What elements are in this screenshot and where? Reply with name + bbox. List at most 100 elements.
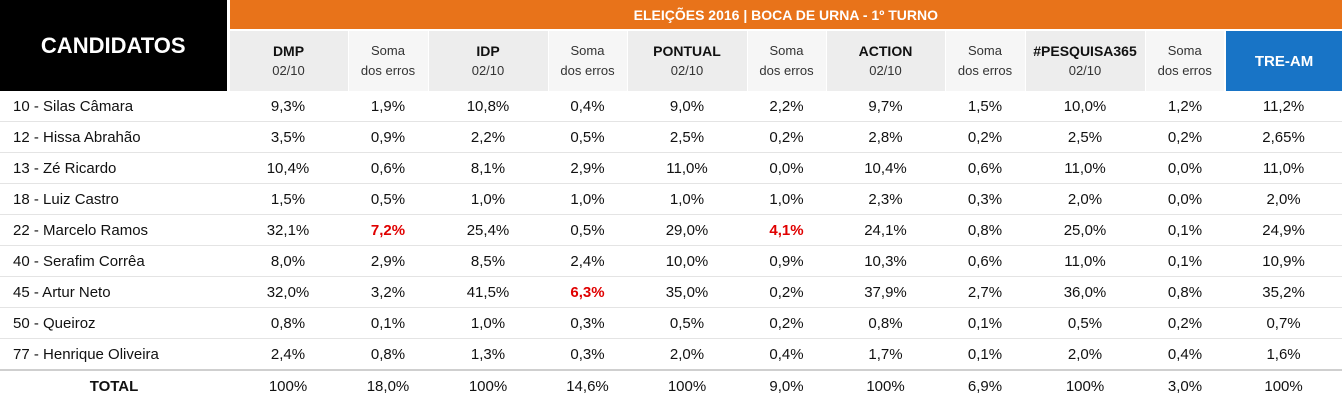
value-cell: 1,0% (627, 183, 747, 215)
institute-name: ACTION (858, 43, 913, 59)
total-row: TOTAL 100% 18,0% 100% 14,6% 100% 9,0% 100% 6,9% 1… (0, 369, 1342, 402)
table-row: 18 - Luiz Castro 1,5% 0,5% 1,0% 1,0% 1,0% 1,0%… (0, 183, 1342, 215)
value-cell: 10,0% (1025, 91, 1145, 122)
value-cell: 0,8% (228, 307, 348, 339)
institute-date: 02/10 (272, 63, 305, 78)
table-row: 50 - Queiroz 0,8% 0,1% 1,0% 0,3% 0,5% 0,2% 0,8%… (0, 307, 1342, 339)
value-cell: 0,3% (548, 338, 627, 371)
value-cell: 10,0% (627, 245, 747, 277)
value-cell: 1,0% (747, 183, 826, 215)
value-cell: 10,3% (826, 245, 945, 277)
value-cell: 2,9% (548, 152, 627, 184)
value-cell: 0,9% (747, 245, 826, 277)
value-cell: 9,0% (627, 91, 747, 122)
total-value-cell: 18,0% (348, 369, 428, 402)
value-cell: 0,0% (1145, 152, 1225, 184)
value-cell: 8,1% (428, 152, 548, 184)
value-cell: 2,7% (945, 276, 1025, 308)
table-row: 40 - Serafim Corrêa 8,0% 2,9% 8,5% 2,4% 10,0%… (0, 245, 1342, 277)
value-cell: 32,1% (228, 214, 348, 246)
value-cell: 25,4% (428, 214, 548, 246)
institute-date: 02/10 (471, 63, 505, 78)
value-cell: 0,4% (1145, 338, 1225, 371)
institute-date: 02/10 (670, 63, 704, 78)
value-cell: 2,5% (1025, 121, 1145, 153)
value-cell: 35,0% (627, 276, 747, 308)
value-cell: 9,7% (826, 91, 945, 122)
value-cell: 0,8% (945, 214, 1025, 246)
institute-date: 02/10 (1068, 63, 1102, 78)
value-cell: 0,4% (548, 91, 627, 122)
value-cell: 0,6% (945, 245, 1025, 277)
institute-header-pontual: PONTUAL 02/10 (626, 30, 747, 91)
soma-header-line1: Soma (371, 43, 405, 58)
value-cell: 10,4% (228, 152, 348, 184)
value-cell: 0,5% (548, 214, 627, 246)
value-cell: 10,4% (826, 152, 945, 184)
value-cell: 3,2% (348, 276, 428, 308)
value-cell: 1,0% (548, 183, 627, 215)
value-cell: 0,2% (747, 307, 826, 339)
value-cell: 1,5% (228, 183, 348, 215)
value-cell: 0,1% (945, 338, 1025, 371)
soma-header: Soma dos erros (347, 30, 428, 91)
value-cell: 35,2% (1225, 276, 1342, 308)
value-cell: 2,0% (1225, 183, 1342, 215)
value-cell: 2,9% (348, 245, 428, 277)
soma-header: Soma dos erros (547, 30, 627, 91)
table-row: 12 - Hissa Abrahão 3,5% 0,9% 2,2% 0,5% 2,5% 0,… (0, 121, 1342, 153)
value-cell: 0,0% (747, 152, 826, 184)
total-value-cell: 100% (428, 369, 548, 402)
value-cell: 11,0% (627, 152, 747, 184)
value-cell: 37,9% (826, 276, 945, 308)
tre-am-header: TRE-AM (1223, 30, 1342, 91)
value-cell: 1,6% (1225, 338, 1342, 371)
value-cell: 0,3% (548, 307, 627, 339)
candidate-name: 40 - Serafim Corrêa (0, 245, 228, 277)
value-cell: 0,1% (1145, 245, 1225, 277)
institute-name: #PESQUISA365 (1033, 43, 1137, 59)
value-cell: 2,3% (826, 183, 945, 215)
value-cell: 0,2% (1145, 121, 1225, 153)
total-value-cell: 100% (826, 369, 945, 402)
value-cell: 0,5% (548, 121, 627, 153)
soma-header: Soma dos erros (944, 30, 1025, 91)
value-cell: 0,1% (348, 307, 428, 339)
value-cell: 2,0% (1025, 338, 1145, 371)
soma-header-line2: dos erros (1157, 63, 1212, 78)
value-cell: 0,9% (348, 121, 428, 153)
institute-header-action: ACTION 02/10 (825, 30, 945, 91)
value-cell: 24,1% (826, 214, 945, 246)
value-cell: 25,0% (1025, 214, 1145, 246)
highlighted-error-cell: 7,2% (348, 214, 428, 246)
value-cell: 0,1% (945, 307, 1025, 339)
value-cell: 29,0% (627, 214, 747, 246)
value-cell: 10,9% (1225, 245, 1342, 277)
table-row: 13 - Zé Ricardo 10,4% 0,6% 8,1% 2,9% 11,0% 0,0… (0, 152, 1342, 184)
value-cell: 1,7% (826, 338, 945, 371)
table-body: 10 - Silas Câmara 9,3% 1,9% 10,8% 0,4% 9,0% 2,… (0, 91, 1342, 371)
value-cell: 1,0% (428, 307, 548, 339)
value-cell: 2,4% (228, 338, 348, 371)
value-cell: 8,5% (428, 245, 548, 277)
total-value-cell: 100% (1225, 369, 1342, 402)
highlighted-error-cell: 6,3% (548, 276, 627, 308)
soma-header: Soma dos erros (1144, 30, 1225, 91)
value-cell: 2,2% (428, 121, 548, 153)
total-value-cell: 100% (627, 369, 747, 402)
value-cell: 10,8% (428, 91, 548, 122)
value-cell: 9,3% (228, 91, 348, 122)
candidate-name: 18 - Luiz Castro (0, 183, 228, 215)
institute-header-pesquisa365: #PESQUISA365 02/10 (1024, 30, 1145, 91)
value-cell: 11,0% (1225, 152, 1342, 184)
value-cell: 2,4% (548, 245, 627, 277)
value-cell: 1,9% (348, 91, 428, 122)
soma-header-line2: dos erros (560, 63, 615, 78)
candidate-name: 12 - Hissa Abrahão (0, 121, 228, 153)
value-cell: 0,2% (945, 121, 1025, 153)
institute-header-dmp: DMP 02/10 (227, 30, 348, 91)
value-cell: 0,3% (945, 183, 1025, 215)
value-cell: 1,2% (1145, 91, 1225, 122)
value-cell: 8,0% (228, 245, 348, 277)
